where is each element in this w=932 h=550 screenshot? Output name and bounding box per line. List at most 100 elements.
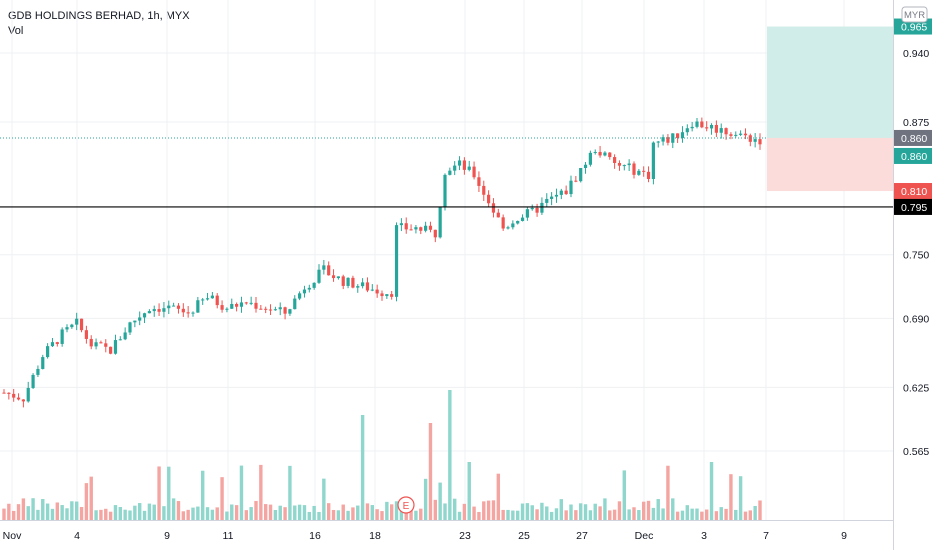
symbol-title: GDB HOLDINGS BERHAD, 1h, MYX xyxy=(8,10,190,22)
candle-body xyxy=(215,295,219,306)
candle-body xyxy=(680,132,685,138)
candle-body xyxy=(288,309,292,314)
volume-bar xyxy=(65,508,69,520)
candle-body xyxy=(448,170,452,175)
candle-body xyxy=(205,298,210,300)
x-tick-label: 27 xyxy=(576,530,588,542)
candle-body xyxy=(298,293,302,299)
volume-bar xyxy=(520,503,525,520)
volume-bar xyxy=(675,511,680,520)
candle-body xyxy=(196,300,200,313)
price-label-bg xyxy=(894,198,932,215)
volume-bar xyxy=(249,507,253,520)
candle-body xyxy=(656,141,660,143)
candle-body xyxy=(700,121,704,128)
volume-bar xyxy=(501,509,505,520)
volume-bar xyxy=(385,501,389,520)
earnings-event-marker: E xyxy=(397,496,415,514)
volume-bar xyxy=(259,464,263,520)
candle-body xyxy=(414,227,418,230)
candle-body xyxy=(133,320,137,323)
volume-bar xyxy=(709,461,714,520)
volume-bar xyxy=(559,499,564,520)
volume-bar xyxy=(375,509,379,520)
candle-body xyxy=(443,174,447,207)
volume-bar xyxy=(637,510,641,520)
volume-bar xyxy=(41,499,45,520)
volume-bar xyxy=(545,506,549,520)
candle-body xyxy=(361,282,365,287)
price-label-line: 0.795 xyxy=(894,198,932,215)
volume-bar xyxy=(16,504,21,520)
candle-body xyxy=(230,304,234,309)
candle-body xyxy=(457,160,462,166)
volume-bar xyxy=(419,508,423,520)
price-label-last: 0.860 xyxy=(894,129,932,146)
candle-body xyxy=(685,128,689,133)
stop-zone xyxy=(767,137,893,192)
volume-bar xyxy=(220,477,224,520)
price-lines: E xyxy=(0,137,893,514)
volume-bar xyxy=(515,510,520,520)
volume-bar xyxy=(317,511,321,520)
candle-body xyxy=(729,134,733,136)
candle-body xyxy=(152,309,156,312)
price-label-text: 0.860 xyxy=(901,133,927,145)
volume-bar xyxy=(2,508,6,520)
price-label-stop: 0.810 xyxy=(894,183,932,200)
volume-bar xyxy=(84,483,89,520)
candle-body xyxy=(370,289,374,291)
volume-bar xyxy=(729,474,733,520)
volume-bar xyxy=(734,509,738,520)
volume-bar xyxy=(70,501,74,520)
candle-body xyxy=(724,128,728,135)
candle-body xyxy=(608,152,612,158)
candle-body xyxy=(147,311,151,314)
volume-bar xyxy=(603,498,607,520)
candle-body xyxy=(239,302,244,307)
candle-body xyxy=(516,220,520,224)
candle-body xyxy=(477,177,481,186)
volume-bar xyxy=(268,504,273,520)
candle-body xyxy=(167,305,171,309)
long-position-tool[interactable] xyxy=(767,26,893,192)
volume-bar xyxy=(724,508,728,520)
grid xyxy=(0,0,893,520)
volume-bar xyxy=(113,505,118,520)
candle-body xyxy=(84,330,88,339)
currency-badge-text: MYR xyxy=(904,10,925,21)
volume-bar xyxy=(627,509,631,520)
volume-bar xyxy=(234,505,239,520)
candle-body xyxy=(462,160,466,170)
price-label-text: 0.810 xyxy=(901,186,927,198)
candle-body xyxy=(21,399,25,402)
candle-body xyxy=(293,298,297,310)
volume-bar xyxy=(700,511,704,520)
volume-bar xyxy=(661,508,665,520)
candle-body xyxy=(351,277,355,288)
volume-bar xyxy=(244,510,249,520)
candle-body xyxy=(162,308,166,312)
volume-bar xyxy=(593,503,597,520)
candle-body xyxy=(540,202,544,213)
volume-bar xyxy=(283,507,287,520)
currency-badge[interactable]: MYR xyxy=(901,6,928,23)
y-tick-label: 0.940 xyxy=(903,48,929,60)
candle-body xyxy=(79,318,84,331)
volume-bar xyxy=(191,507,195,520)
candle-body xyxy=(268,309,273,311)
volume-bar xyxy=(133,505,137,520)
candle-body xyxy=(191,312,195,314)
candle-body xyxy=(428,225,433,230)
candle-body xyxy=(104,343,108,347)
volume-bar xyxy=(176,501,181,520)
volume-bar xyxy=(704,509,709,520)
candle-body xyxy=(118,339,122,341)
candle-body xyxy=(496,212,500,218)
candle-body xyxy=(220,305,224,310)
volume-bar xyxy=(370,505,375,520)
candle-body xyxy=(341,276,345,286)
volume-bars xyxy=(2,390,762,520)
